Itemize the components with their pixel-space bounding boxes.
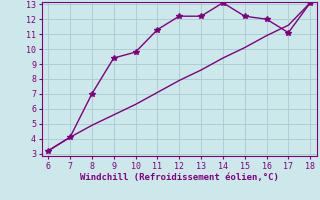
X-axis label: Windchill (Refroidissement éolien,°C): Windchill (Refroidissement éolien,°C)	[80, 173, 279, 182]
